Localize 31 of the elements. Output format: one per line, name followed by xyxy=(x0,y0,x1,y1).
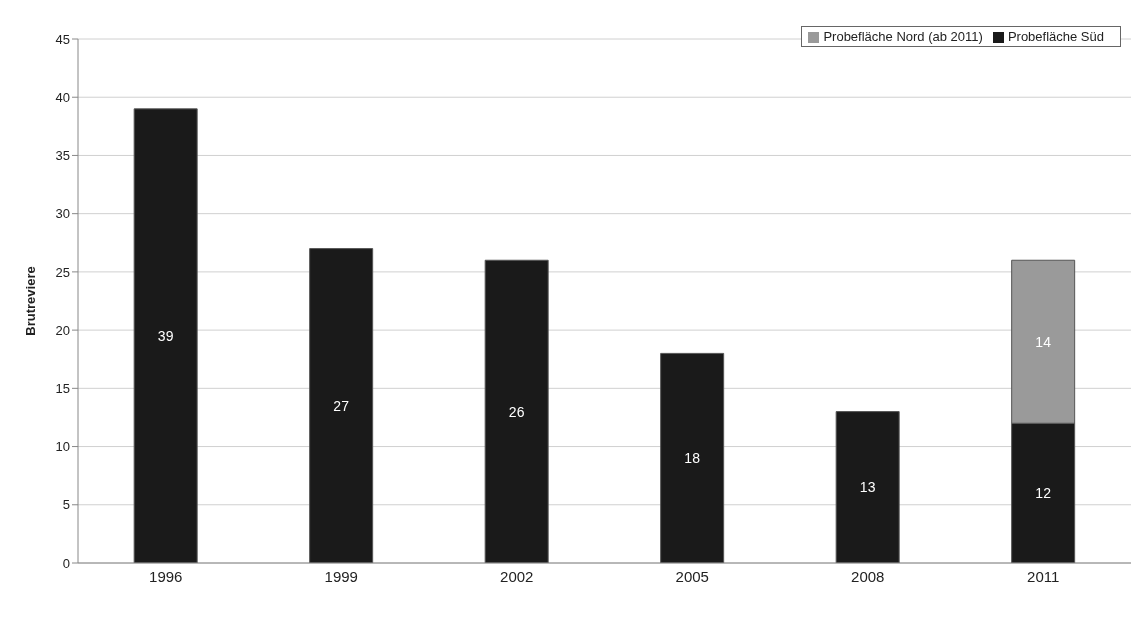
y-tick-label: 40 xyxy=(55,89,70,105)
data-label: 18 xyxy=(684,450,701,467)
data-label: 12 xyxy=(1035,485,1052,502)
bar xyxy=(484,259,549,563)
x-tick-label: 2005 xyxy=(675,567,709,585)
y-tick-label: 25 xyxy=(55,264,70,280)
bar xyxy=(309,248,374,563)
x-tick-label: 2011 xyxy=(1027,567,1060,585)
y-tick-label: 10 xyxy=(55,439,70,455)
y-tick-label: 30 xyxy=(55,206,70,222)
y-tick-label: 0 xyxy=(62,555,70,571)
y-tick-label: 20 xyxy=(55,322,70,338)
data-label: 26 xyxy=(508,403,525,420)
x-tick-label: 2008 xyxy=(851,567,885,585)
bar xyxy=(133,108,198,563)
legend-label: Probefläche Süd xyxy=(1007,29,1104,44)
x-tick-label: 1999 xyxy=(324,567,358,585)
y-tick-label: 15 xyxy=(55,380,70,396)
y-axis-title: Brutreviere xyxy=(22,266,38,336)
data-label: 13 xyxy=(859,479,876,496)
data-label: 39 xyxy=(157,327,174,344)
y-tick-label: 35 xyxy=(55,148,70,164)
y-tick-label: 45 xyxy=(55,31,70,47)
bar xyxy=(835,411,900,563)
data-label: 27 xyxy=(333,397,350,414)
x-tick-label: 1996 xyxy=(149,567,183,585)
legend-label: Probefläche Nord (ab 2011) xyxy=(823,29,983,44)
data-label: 14 xyxy=(1035,333,1052,350)
x-tick-label: 2002 xyxy=(500,567,534,585)
bar xyxy=(660,352,725,563)
y-tick-label: 5 xyxy=(62,497,70,513)
